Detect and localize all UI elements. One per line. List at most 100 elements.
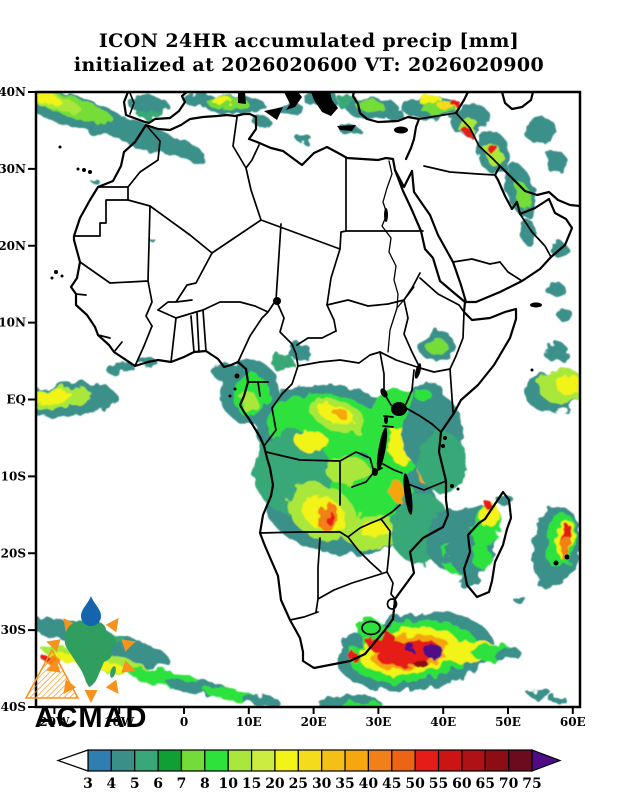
lake-albert [380, 388, 388, 398]
colorbar-cell [391, 749, 416, 772]
turkey-coastline [351, 92, 421, 124]
colorbar-cell [87, 749, 112, 772]
precip-blob [331, 407, 349, 419]
turkey-east-line [454, 92, 470, 115]
logo-water-drop-icon [81, 596, 101, 626]
lon-tick-label: 0 [180, 715, 188, 729]
colorbar-level-label: 5 [130, 776, 140, 792]
greece-landmass [311, 92, 338, 116]
colorbar-level-label: 75 [522, 776, 541, 792]
lon-tick-label: 40E [430, 715, 456, 729]
colorbar-level-label: 55 [429, 776, 448, 792]
cape-verde-islands [50, 276, 54, 280]
logo-rain-gauge-triangle [24, 648, 80, 699]
precip-blob [385, 110, 405, 120]
crete-island [337, 125, 356, 131]
coastlines [69, 92, 580, 670]
colorbar-level-label: 6 [153, 776, 163, 792]
precip-blob [297, 136, 313, 144]
precip-blob [481, 503, 499, 529]
colorbar-level-label: 40 [359, 776, 379, 792]
lake-turkana [414, 363, 422, 379]
precip-blob [528, 689, 552, 699]
colorbar-cell [110, 749, 136, 772]
lake-chad [273, 297, 281, 305]
colorbar-cell [461, 749, 486, 772]
longitude-axis: 20W 10W 0 10E 20E 30E 40E 50E 60E [39, 707, 586, 729]
precip-blob [389, 480, 407, 504]
lat-tick-label: 10S [1, 469, 26, 483]
precip-blob [493, 647, 521, 661]
precip-blob [240, 694, 280, 706]
precip-blob [340, 632, 364, 650]
precip-blob [543, 343, 569, 361]
colorbar-cell [297, 749, 323, 772]
latitude-axis: 40N 30N 20N 10N EQ 10S 20S 30S 40S [0, 85, 36, 714]
comoros-islands [450, 484, 454, 488]
mauritius-island [564, 554, 570, 560]
swaziland-border [386, 598, 398, 610]
precip-blob [414, 660, 428, 668]
colorbar-level-label: 8 [200, 776, 210, 792]
sun-ray-icon [84, 690, 98, 703]
sinai-coastline [393, 168, 414, 189]
colorbar-level-label: 50 [405, 776, 425, 792]
colorbar-cell [508, 749, 533, 772]
lake-malawi [403, 473, 413, 515]
colorbar-level-label: 35 [335, 776, 354, 792]
colorbar-level-label: 60 [452, 776, 472, 792]
precip-blob [342, 701, 382, 707]
precip-blob [164, 137, 206, 163]
lon-tick-label: 30E [365, 715, 391, 729]
lat-tick-label: 40S [1, 700, 26, 714]
lon-tick-label: 10W [104, 715, 135, 729]
iran-coastline [498, 164, 580, 208]
bioko-island [234, 373, 240, 379]
lon-tick-label: 10E [236, 715, 262, 729]
colorbar-cell [321, 749, 346, 772]
colorbar-cell [414, 749, 440, 772]
colorbar-cell [344, 749, 370, 772]
lat-tick-label: EQ [6, 393, 26, 407]
lake-kivu [384, 416, 388, 424]
lon-tick-label: 20E [301, 715, 327, 729]
precip-blob [437, 555, 453, 565]
cyprus-island [394, 126, 408, 134]
precip-blob [485, 502, 493, 510]
colorbar: 3 4 5 6 7 8 10 15 20 25 30 35 40 45 50 55 60 65 70 75 [56, 749, 562, 792]
colorbar-level-label: 70 [499, 776, 519, 792]
colorbar-cell [204, 749, 229, 772]
lake-nasser [384, 208, 388, 222]
lake-victoria [391, 402, 407, 416]
precip-blob [325, 457, 369, 483]
canary-islands [76, 167, 80, 171]
lat-tick-label: 40N [0, 85, 26, 99]
lon-tick-label: 20W [39, 715, 70, 729]
colorbar-level-label: 4 [106, 776, 116, 792]
levant-coastline [404, 117, 421, 161]
canary-islands [82, 168, 86, 172]
acmad-logo: ACMAD [24, 596, 146, 734]
lon-tick-label: 50E [495, 715, 521, 729]
lake-mweru [372, 468, 378, 476]
sun-ray-icon [105, 617, 119, 633]
reunion-island [553, 560, 559, 566]
lat-tick-label: 10N [0, 316, 26, 330]
precip-blob [550, 566, 562, 574]
precip-blob [471, 544, 491, 568]
sun-ray-icon [46, 639, 61, 652]
colorbar-level-label: 65 [476, 776, 495, 792]
madeira-island [58, 145, 62, 149]
sun-ray-icon [63, 617, 77, 633]
precip-blob [275, 104, 305, 116]
madagascar-coastline [462, 490, 513, 599]
canary-islands [88, 170, 92, 174]
caspian-coastline [500, 92, 535, 111]
precip-blob [514, 596, 526, 604]
colorbar-level-label: 25 [289, 776, 308, 792]
iberia-border [129, 92, 135, 115]
lat-tick-label: 30S [1, 623, 26, 637]
colorbar-level-label: 30 [312, 776, 332, 792]
colorbar-cell [484, 749, 510, 772]
nile-river [381, 160, 415, 353]
